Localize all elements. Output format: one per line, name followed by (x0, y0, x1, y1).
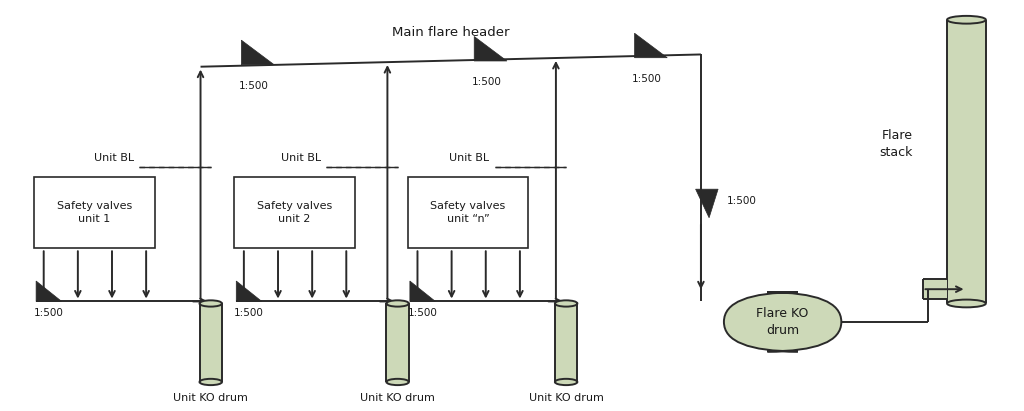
Polygon shape (555, 303, 578, 382)
Text: Safety valves
unit “n”: Safety valves unit “n” (430, 201, 506, 224)
Polygon shape (947, 20, 986, 303)
Polygon shape (386, 303, 409, 382)
Text: 1:500: 1:500 (726, 196, 757, 206)
Text: Unit KO drum: Unit KO drum (173, 393, 248, 403)
Ellipse shape (200, 300, 222, 307)
FancyBboxPatch shape (34, 177, 155, 248)
Text: Unit BL: Unit BL (94, 152, 134, 163)
Text: 1:500: 1:500 (471, 77, 502, 87)
Ellipse shape (947, 16, 986, 24)
FancyBboxPatch shape (234, 177, 354, 248)
Text: Unit KO drum: Unit KO drum (528, 393, 603, 403)
FancyBboxPatch shape (408, 177, 528, 248)
Polygon shape (923, 279, 947, 299)
Ellipse shape (386, 379, 409, 385)
Text: Main flare header: Main flare header (392, 25, 510, 39)
Text: Unit BL: Unit BL (450, 152, 489, 163)
Text: Flare
stack: Flare stack (879, 129, 912, 159)
Polygon shape (242, 40, 274, 65)
Text: Flare KO
drum: Flare KO drum (757, 307, 809, 337)
Polygon shape (474, 37, 507, 61)
Text: Safety valves
unit 1: Safety valves unit 1 (56, 201, 132, 224)
Polygon shape (36, 281, 61, 301)
Text: Unit BL: Unit BL (281, 152, 322, 163)
Ellipse shape (947, 300, 986, 307)
Text: 1:500: 1:500 (34, 307, 63, 318)
Ellipse shape (555, 300, 578, 307)
Text: Safety valves
unit 2: Safety valves unit 2 (257, 201, 332, 224)
Polygon shape (635, 33, 668, 58)
Text: 1:500: 1:500 (632, 74, 662, 84)
Ellipse shape (555, 379, 578, 385)
Text: 1:500: 1:500 (239, 81, 268, 91)
Ellipse shape (200, 379, 222, 385)
Polygon shape (237, 281, 262, 301)
Text: 1:500: 1:500 (408, 307, 437, 318)
Ellipse shape (386, 300, 409, 307)
Polygon shape (695, 189, 718, 218)
Polygon shape (200, 303, 222, 382)
Polygon shape (410, 281, 435, 301)
Text: 1:500: 1:500 (234, 307, 264, 318)
FancyBboxPatch shape (724, 292, 842, 351)
Text: Unit KO drum: Unit KO drum (360, 393, 435, 403)
